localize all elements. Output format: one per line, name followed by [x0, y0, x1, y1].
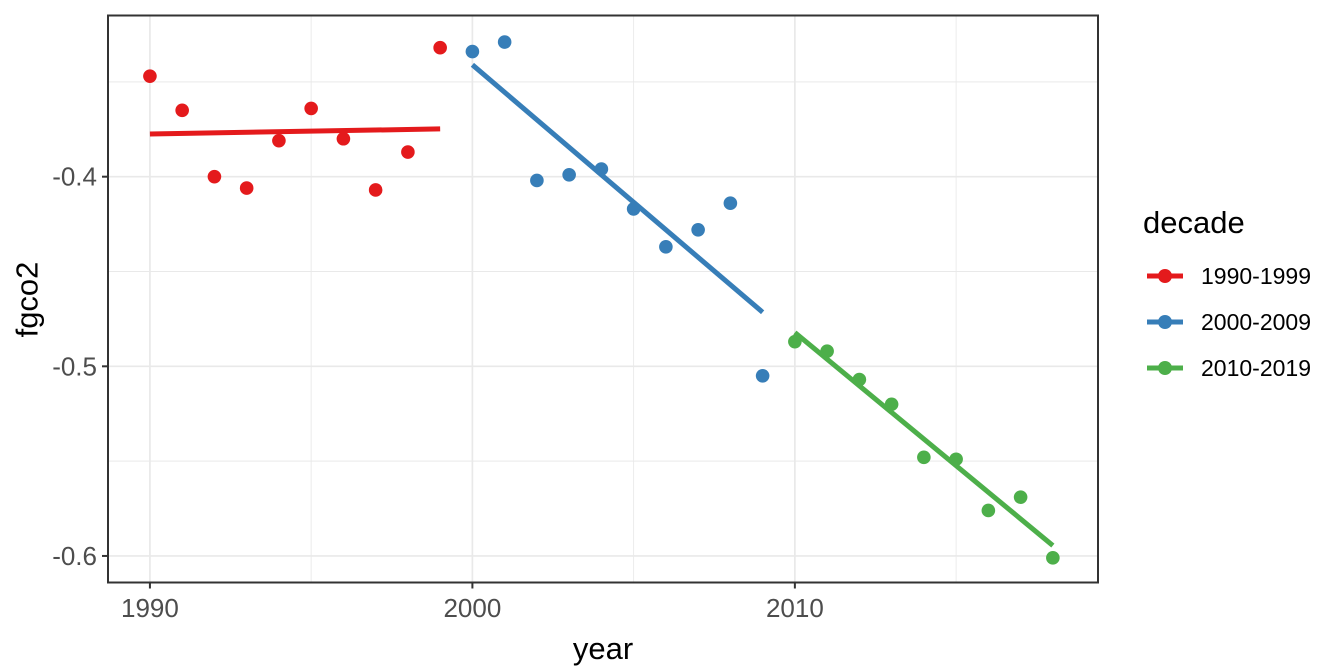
legend-key-point-icon: [1158, 269, 1172, 283]
legend-entry-label: 2010-2019: [1201, 354, 1311, 381]
data-point-1990-1999: [336, 131, 351, 146]
legend-entry: 2000-2009: [1143, 299, 1311, 345]
data-point-2000-2009: [755, 369, 770, 383]
data-point-2000-2009: [626, 202, 641, 216]
x-tick-label: 2000: [443, 593, 501, 623]
legend-key: [1147, 350, 1183, 386]
data-point-2010-2019: [1013, 490, 1028, 504]
legend-key-point-icon: [1158, 361, 1172, 375]
legend-entries: 1990-1999 2000-2009 2010-2019: [1143, 253, 1311, 391]
x-axis-title: year: [572, 631, 634, 666]
x-tick-label: 1990: [121, 593, 179, 623]
legend-entry-label: 1990-1999: [1201, 262, 1311, 289]
data-point-1990-1999: [433, 40, 447, 55]
y-tick-label: -0.4: [52, 162, 97, 192]
legend-key: [1147, 304, 1183, 340]
data-point-1990-1999: [207, 169, 222, 184]
x-tick-label: 2010: [766, 593, 824, 623]
data-point-1990-1999: [272, 133, 286, 148]
y-tick-label: -0.6: [52, 541, 97, 571]
data-point-2010-2019: [917, 450, 931, 465]
data-point-2000-2009: [530, 173, 544, 188]
legend-entry: 1990-1999: [1143, 253, 1311, 299]
y-tick-label: -0.5: [52, 351, 97, 381]
data-point-2010-2019: [788, 334, 802, 349]
legend-entry: 2010-2019: [1143, 345, 1311, 391]
data-point-1990-1999: [304, 101, 318, 116]
data-point-2010-2019: [852, 372, 867, 387]
data-point-1990-1999: [143, 69, 157, 83]
y-axis-title: fgco2: [9, 261, 45, 338]
legend-entry-label: 2000-2009: [1201, 308, 1311, 335]
data-point-2010-2019: [884, 397, 899, 412]
data-point-2000-2009: [465, 44, 480, 59]
trend-line-2010-2019: [793, 330, 1055, 548]
data-point-2010-2019: [949, 452, 963, 467]
data-point-2000-2009: [594, 162, 609, 176]
data-point-2010-2019: [820, 344, 834, 358]
data-point-2000-2009: [497, 35, 512, 49]
legend-key: [1147, 258, 1183, 294]
data-point-2010-2019: [1046, 551, 1060, 565]
data-point-1990-1999: [175, 103, 189, 118]
panel-background: [108, 15, 1098, 583]
data-point-1990-1999: [239, 181, 254, 195]
trend-line-2000-2009: [470, 62, 765, 315]
data-point-1990-1999: [368, 183, 383, 197]
data-point-2000-2009: [723, 196, 738, 211]
legend-title: decade: [1143, 205, 1245, 240]
data-point-2000-2009: [562, 167, 576, 182]
legend-key-point-icon: [1158, 315, 1172, 329]
panel-border: [107, 14, 1099, 584]
data-point-1990-1999: [401, 145, 415, 159]
legend: decade 1990-1999 2000-2009 2010-2019: [1143, 207, 1311, 391]
data-point-2000-2009: [659, 240, 673, 254]
data-point-2010-2019: [981, 503, 996, 518]
trend-line-1990-1999: [149, 126, 441, 137]
data-point-2000-2009: [691, 222, 705, 237]
